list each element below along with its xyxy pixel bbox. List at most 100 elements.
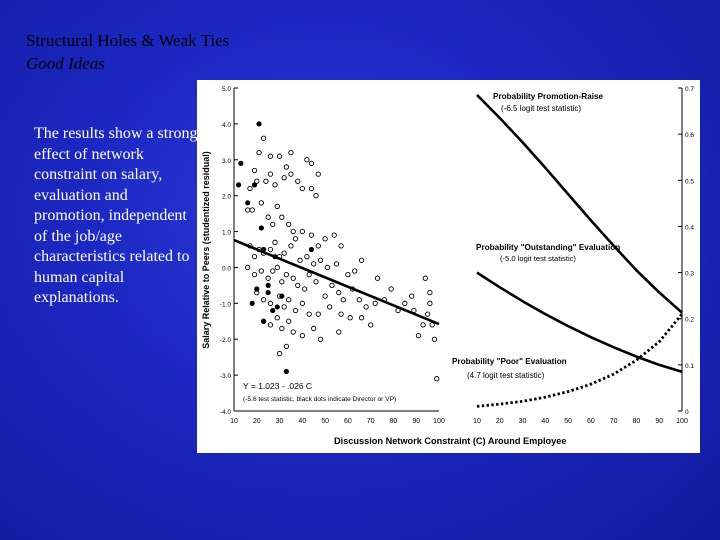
x-tick-label-right: 80 [633,418,641,425]
probability-chart: 0.7 0.6 0.5 0.4 0.3 0.2 0.1 0 Probability Promo… [452,86,694,416]
scatter-point-open [308,185,315,192]
scatter-point-open [374,275,381,281]
right-y-tick-label: 0 [685,409,689,416]
left-y-tick-labels: 5.0 4.0 3.0 2.0 1.0 0.0 -1.0 -2.0 -3.0 -4.0 [220,86,238,416]
scatter-point-open [263,178,269,184]
scatter-point-open [322,236,328,242]
promotion-note: (-6.5 logit test statistic) [501,104,581,113]
scatter-point-open [315,171,321,177]
scatter-point-open [372,300,378,306]
scatter-point-open [283,271,290,278]
scatter-point-open [311,325,317,332]
scatter-point-filled [270,307,276,314]
scatter-point-open [258,200,264,206]
scatter-point-open [345,271,351,278]
scatter-point-open [308,232,315,238]
right-y-tick-label: 0.1 [685,363,694,370]
scatter-point-open [297,257,303,263]
scatter-point-open [290,228,296,235]
scatter-point-open [279,325,285,332]
x-tick-label: 20 [253,418,261,425]
scatter-point-open [368,322,374,328]
scatter-point-open [422,275,428,281]
scatter-point-open [260,135,267,141]
scatter-point-open [258,268,264,274]
scatter-point-filled [251,182,258,188]
scatter-point-filled [245,200,251,206]
scatter-point-filled [274,304,280,310]
scatter-point-open [272,239,278,245]
scatter-point-open [260,297,267,303]
scatter-point-open [290,275,296,281]
scatter-point-open [290,329,296,335]
x-tick-label-right: 10 [473,418,481,425]
scatter-point-open [327,304,333,310]
scatter-point-filled [279,293,285,299]
outstanding-note: (-5.0 logit test statistic) [500,254,576,263]
left-y-tick-label: 3.0 [222,158,231,165]
probability-curves [476,93,684,408]
scatter-point-open [311,261,317,267]
scatter-point-open [427,289,433,296]
scatter-point-filled [256,121,262,127]
scatter-point-open [424,311,431,317]
left-y-tick-label: 4.0 [222,122,231,129]
scatter-point-open [315,311,321,317]
scatter-point-open [272,182,278,188]
scatter-point-open [306,271,312,278]
scatter-point-open [286,297,292,303]
left-y-tick-label: -4.0 [220,409,232,416]
right-y-tick-label: 0.2 [685,317,694,324]
x-tick-label: 80 [390,418,398,425]
x-tick-labels: 10 20 30 40 50 60 70 80 90 100 10 20 30 40 50 60 70 80 90 1… [230,418,688,425]
scatter-point-filled [249,300,255,306]
scatter-point-open [267,322,274,328]
scatter-point-filled [238,160,244,166]
scatter-point-open [281,304,287,310]
scatter-point-open [288,243,294,249]
scatter-point-open [251,254,258,260]
x-tick-label-right: 90 [655,418,663,425]
scatter-point-open [292,307,299,314]
right-y-tick-label: 0.3 [685,271,694,278]
scatter-point-filled [258,225,264,231]
scatter-point-open [313,279,319,285]
scatter-point-open [274,264,280,271]
scatter-point-open [299,300,305,306]
scatter-point-open [420,322,426,328]
scatter-point-open [329,282,335,289]
scatter-point-open [267,300,274,306]
x-tick-label: 50 [321,418,329,425]
scatter-point-open [283,164,290,170]
scatter-point-open [415,332,422,339]
scatter-point-filled [254,286,260,292]
scatter-point-open [306,311,312,317]
x-tick-label-right: 40 [541,418,549,425]
x-tick-label: 40 [298,418,306,425]
scatter-point-filled [235,182,242,188]
x-tick-label: 100 [433,418,445,425]
scatter-point-open [245,264,251,271]
scatter-chart: 5.0 4.0 3.0 2.0 1.0 0.0 -1.0 -2.0 -3.0 -4.0 10 20 3… [201,86,688,425]
probability-curve-1 [476,271,683,374]
scatter-point-open [292,236,299,242]
probability-curve-2 [476,313,684,408]
scatter-point-filled [308,246,315,253]
scatter-point-open [402,300,408,306]
x-tick-label-right: 60 [587,418,595,425]
right-y-tick-label: 0.4 [685,224,694,231]
x-tick-label: 30 [276,418,284,425]
scatter-point-filled [265,282,271,288]
left-y-axis-label: Salary Relative to Peers (studentized re… [201,151,211,349]
scatter-point-open [299,185,305,192]
scatter-point-open [279,279,285,285]
scatter-point-open [267,246,274,253]
probability-curve-0 [476,93,683,314]
right-y-tick-labels: 0.7 0.6 0.5 0.4 0.3 0.2 0.1 0 [678,86,694,416]
scatter-point-open [315,243,321,249]
scatter-point-open [267,153,274,159]
scatter-point-open [276,350,283,357]
scatter-point-open [251,167,258,174]
scatter-point-open [267,171,274,177]
scatter-point-open [281,250,287,256]
